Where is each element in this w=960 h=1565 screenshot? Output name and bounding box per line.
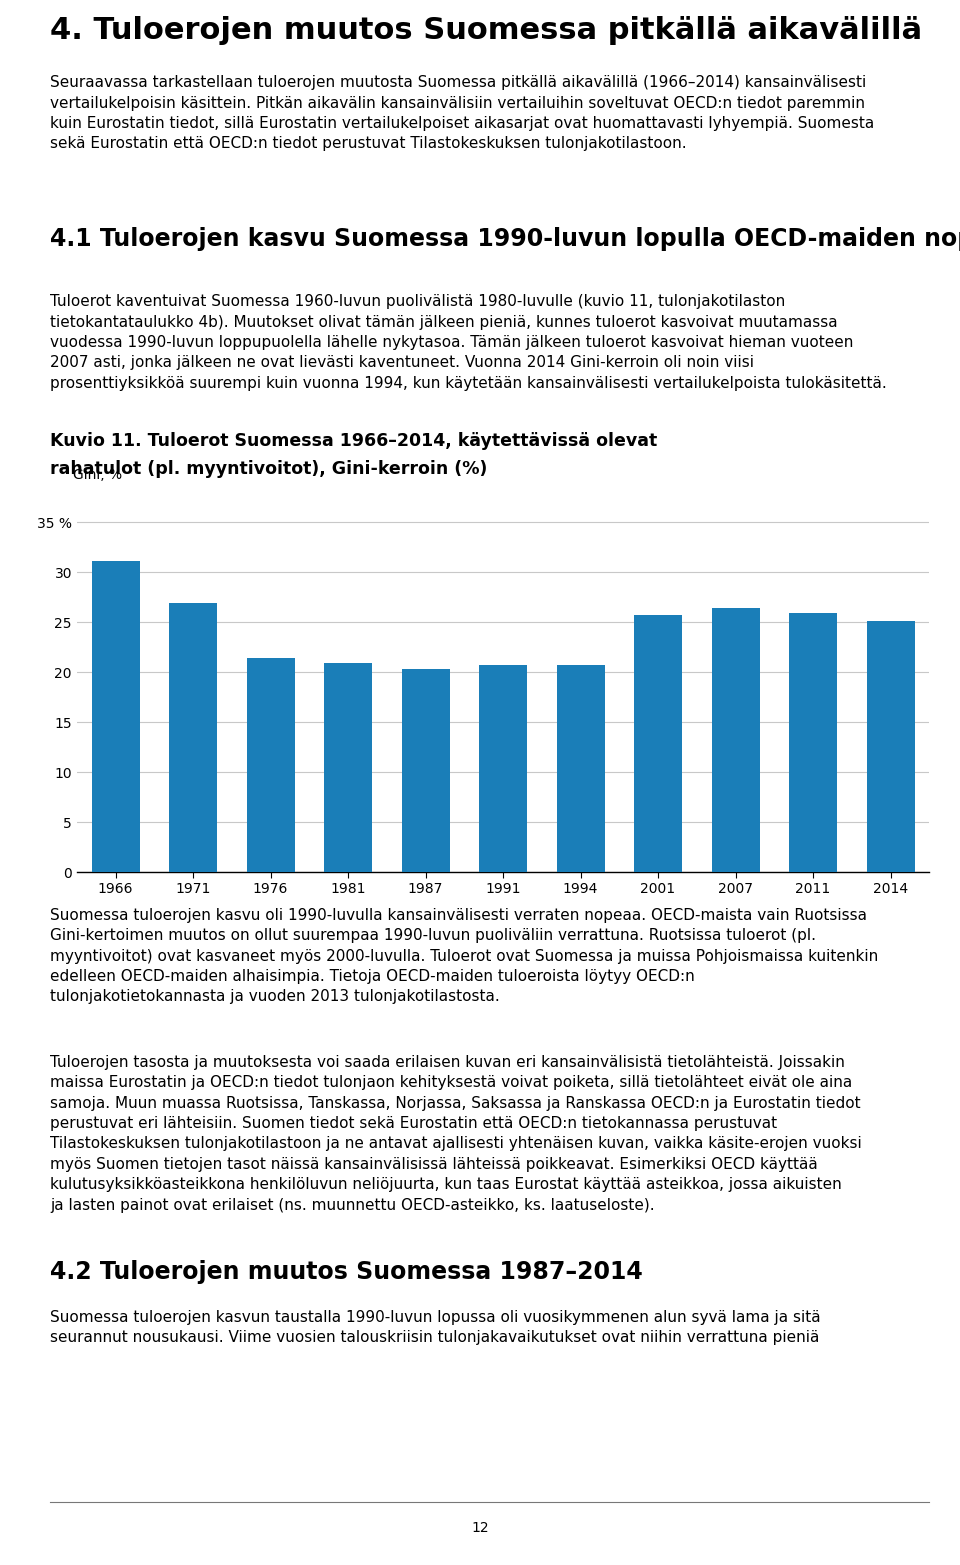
Bar (557, 665, 605, 872)
Bar (634, 615, 682, 872)
Text: 4.2 Tuloerojen muutos Suomessa 1987–2014: 4.2 Tuloerojen muutos Suomessa 1987–2014 (50, 1260, 642, 1283)
Text: 4.1 Tuloerojen kasvu Suomessa 1990-luvun lopulla OECD-maiden nopeimpia: 4.1 Tuloerojen kasvu Suomessa 1990-luvun… (50, 227, 960, 250)
Bar (91, 560, 139, 872)
Text: Suomessa tuloerojen kasvun taustalla 1990-luvun lopussa oli vuosikymmenen alun s: Suomessa tuloerojen kasvun taustalla 199… (50, 1310, 821, 1346)
Text: Suomessa tuloerojen kasvu oli 1990-luvulla kansainvälisesti verraten nopeaa. OEC: Suomessa tuloerojen kasvu oli 1990-luvul… (50, 908, 878, 1005)
Bar (247, 657, 295, 872)
Text: Seuraavassa tarkastellaan tuloerojen muutosta Suomessa pitkällä aikavälillä (196: Seuraavassa tarkastellaan tuloerojen muu… (50, 75, 875, 152)
Text: Kuvio 11. Tuloerot Suomessa 1966–2014, käytettävissä olevat: Kuvio 11. Tuloerot Suomessa 1966–2014, k… (50, 432, 658, 451)
Text: Tuloerot kaventuivat Suomessa 1960-luvun puolivälistä 1980-luvulle (kuvio 11, tu: Tuloerot kaventuivat Suomessa 1960-luvun… (50, 294, 887, 391)
Bar (479, 665, 527, 872)
Bar (789, 613, 837, 872)
Text: Gini, %: Gini, % (73, 468, 122, 482)
Bar (711, 607, 759, 872)
Text: 12: 12 (471, 1521, 489, 1535)
Bar (401, 668, 449, 872)
Bar (867, 621, 915, 872)
Bar (169, 603, 217, 872)
Text: 4. Tuloerojen muutos Suomessa pitkällä aikavälillä: 4. Tuloerojen muutos Suomessa pitkällä a… (50, 16, 922, 45)
Text: Tuloerojen tasosta ja muutoksesta voi saada erilaisen kuvan eri kansainvälisistä: Tuloerojen tasosta ja muutoksesta voi sa… (50, 1055, 862, 1213)
Text: rahatulot (pl. myyntivoitot), Gini-kerroin (%): rahatulot (pl. myyntivoitot), Gini-kerro… (50, 460, 488, 479)
Bar (324, 664, 372, 872)
